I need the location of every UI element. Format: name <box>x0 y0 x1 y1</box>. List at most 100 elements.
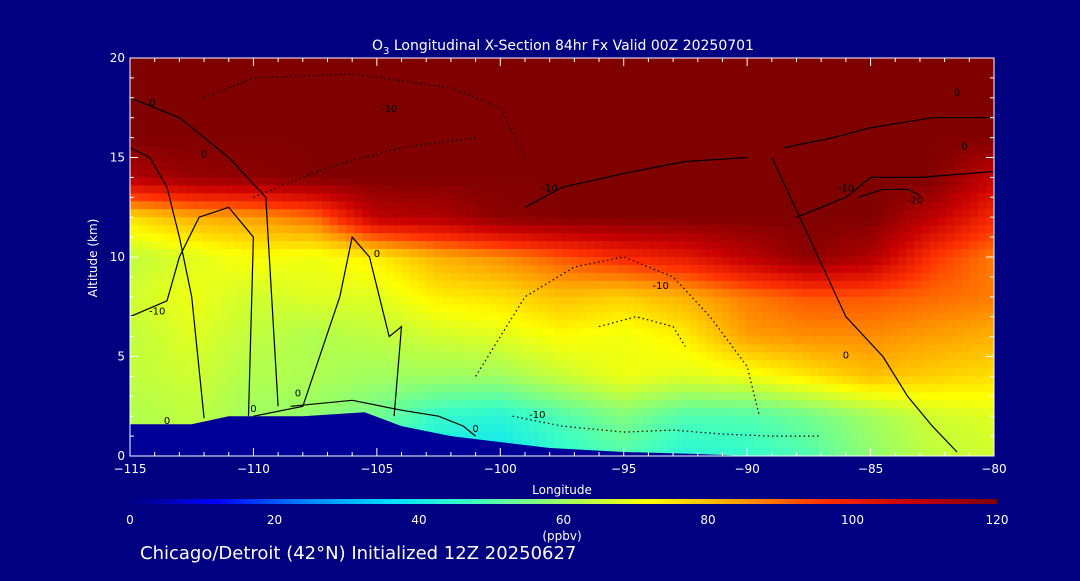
heatmap-cell <box>210 272 219 282</box>
heatmap-cell <box>690 384 699 393</box>
heatmap-cell <box>162 408 171 417</box>
heatmap-cell <box>362 296 371 306</box>
heatmap-cell <box>970 185 979 194</box>
heatmap-cell <box>874 113 883 123</box>
heatmap-cell <box>498 344 507 354</box>
heatmap-cell <box>794 280 803 290</box>
heatmap-cell <box>354 400 363 409</box>
heatmap-cell <box>906 129 915 139</box>
heatmap-cell <box>562 264 571 274</box>
heatmap-cell <box>962 368 971 377</box>
heatmap-cell <box>306 328 315 338</box>
heatmap-cell <box>546 177 555 186</box>
heatmap-cell <box>978 241 987 250</box>
heatmap-cell <box>666 169 675 178</box>
heatmap-cell <box>746 384 755 393</box>
heatmap-cell <box>186 416 195 425</box>
heatmap-cell <box>746 58 755 67</box>
heatmap-cell <box>146 352 155 362</box>
heatmap-cell <box>858 249 867 258</box>
heatmap-cell <box>818 416 827 425</box>
heatmap-cell <box>930 264 939 274</box>
heatmap-cell <box>562 105 571 115</box>
heatmap-cell <box>770 312 779 322</box>
heatmap-cell <box>514 193 523 202</box>
heatmap-cell <box>530 97 539 107</box>
heatmap-cell <box>554 225 563 234</box>
heatmap-cell <box>522 217 531 226</box>
heatmap-cell <box>394 137 403 147</box>
heatmap-cell <box>898 344 907 354</box>
heatmap-cell <box>682 288 691 298</box>
heatmap-cell <box>498 280 507 290</box>
heatmap-cell <box>834 328 843 338</box>
heatmap-cell <box>618 312 627 322</box>
heatmap-cell <box>890 416 899 425</box>
heatmap-cell <box>138 161 147 171</box>
heatmap-cell <box>786 177 795 186</box>
heatmap-cell <box>546 272 555 282</box>
heatmap-cell <box>786 97 795 107</box>
heatmap-cell <box>922 304 931 314</box>
heatmap-cell <box>170 121 179 131</box>
heatmap-cell <box>138 336 147 346</box>
heatmap-cell <box>842 73 851 83</box>
heatmap-cell <box>402 249 411 258</box>
heatmap-cell <box>282 81 291 91</box>
heatmap-cell <box>314 368 323 377</box>
heatmap-cell <box>690 201 699 210</box>
heatmap-cell <box>586 352 595 362</box>
heatmap-cell <box>330 249 339 258</box>
heatmap-cell <box>370 81 379 91</box>
heatmap-cell <box>162 161 171 171</box>
heatmap-cell <box>170 233 179 242</box>
heatmap-cell <box>210 360 219 370</box>
heatmap-cell <box>594 153 603 163</box>
heatmap-cell <box>754 344 763 354</box>
heatmap-cell <box>186 185 195 194</box>
heatmap-cell <box>570 58 579 67</box>
heatmap-cell <box>138 233 147 242</box>
heatmap-cell <box>258 129 267 139</box>
heatmap-cell <box>130 288 139 298</box>
heatmap-cell <box>978 257 987 266</box>
heatmap-cell <box>922 272 931 282</box>
heatmap-cell <box>394 89 403 99</box>
heatmap-cell <box>658 257 667 266</box>
heatmap-cell <box>674 129 683 139</box>
heatmap-cell <box>610 312 619 322</box>
heatmap-cell <box>602 185 611 194</box>
heatmap-cell <box>426 81 435 91</box>
heatmap-cell <box>426 249 435 258</box>
heatmap-cell <box>154 344 163 354</box>
heatmap-cell <box>402 201 411 210</box>
heatmap-cell <box>674 320 683 330</box>
heatmap-cell <box>306 360 315 370</box>
heatmap-cell <box>522 336 531 346</box>
heatmap-cell <box>666 105 675 115</box>
heatmap-cell <box>290 233 299 242</box>
heatmap-cell <box>698 249 707 258</box>
heatmap-cell <box>594 177 603 186</box>
heatmap-cell <box>714 153 723 163</box>
heatmap-cell <box>490 264 499 274</box>
heatmap-cell <box>554 217 563 226</box>
heatmap-cell <box>602 328 611 338</box>
heatmap-cell <box>522 344 531 354</box>
heatmap-cell <box>794 272 803 282</box>
heatmap-cell <box>914 129 923 139</box>
heatmap-cell <box>426 105 435 115</box>
heatmap-cell <box>474 97 483 107</box>
heatmap-cell <box>922 113 931 123</box>
heatmap-cell <box>210 209 219 218</box>
heatmap-cell <box>922 241 931 250</box>
heatmap-cell <box>322 336 331 346</box>
heatmap-cell <box>754 312 763 322</box>
heatmap-cell <box>866 344 875 354</box>
heatmap-cell <box>954 296 963 306</box>
heatmap-cell <box>290 328 299 338</box>
heatmap-cell <box>274 177 283 186</box>
heatmap-cell <box>282 193 291 202</box>
heatmap-cell <box>898 81 907 91</box>
heatmap-cell <box>538 312 547 322</box>
